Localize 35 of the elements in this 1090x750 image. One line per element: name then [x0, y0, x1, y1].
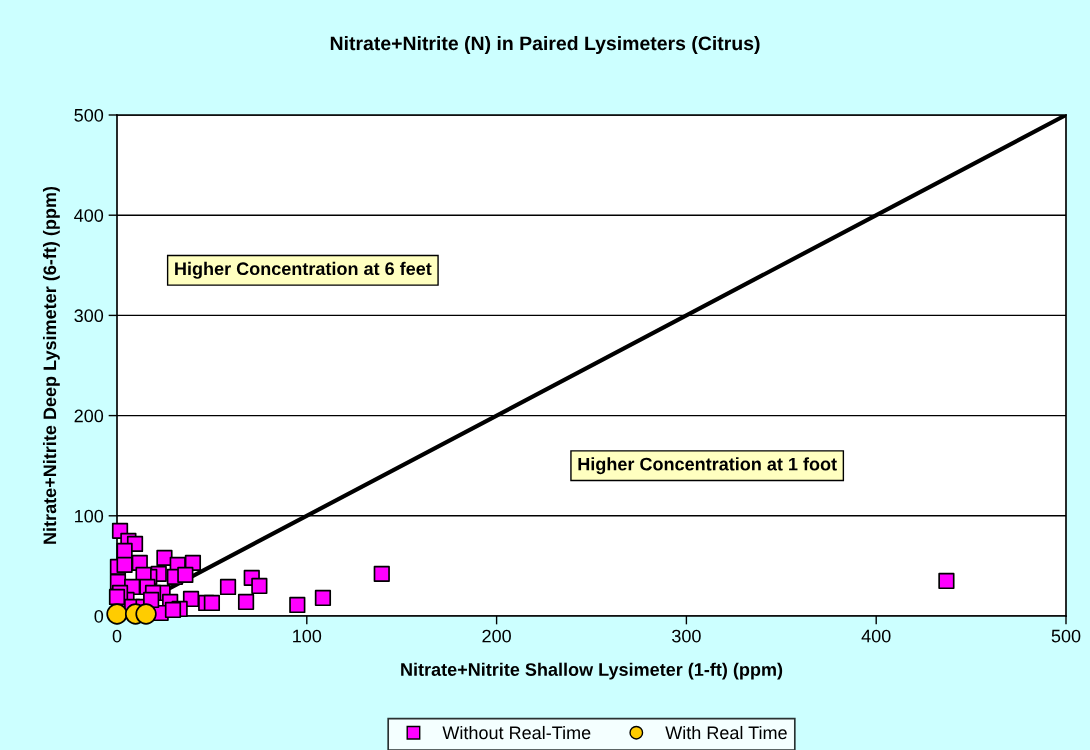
point — [289, 596, 306, 614]
point — [237, 593, 255, 611]
y-axis-title: Nitrate+Nitrite Deep Lysimeter (6-ft) (ppm) — [42, 186, 60, 544]
point — [108, 588, 126, 606]
x-tick-label: 200 — [482, 629, 511, 643]
point — [219, 578, 237, 596]
y-tick-label: 100 — [75, 509, 104, 523]
point — [203, 594, 221, 612]
x-tick-label: 100 — [293, 629, 322, 643]
x-tick-label: 500 — [1051, 629, 1081, 643]
point — [116, 556, 133, 574]
point — [164, 601, 182, 619]
annotation: Higher Concentration at 6 feet — [175, 261, 432, 279]
y-tick-label: 0 — [94, 609, 104, 623]
point — [177, 566, 194, 584]
y-tick-label: 400 — [74, 209, 104, 222]
point — [156, 549, 173, 567]
y-tick-label: 500 — [74, 108, 104, 122]
y-tick-label: 200 — [74, 409, 104, 423]
x-tick-label: 0 — [112, 629, 122, 643]
chart-title: Nitrate+Nitrite (N) in Paired Lysimeters (Citrus) — [330, 35, 760, 55]
point — [116, 542, 133, 559]
x-tick-label: 400 — [861, 629, 891, 643]
legend-label: Without Real-Time — [442, 725, 591, 740]
annotation: Higher Concentration at 1 foot — [578, 457, 837, 475]
point — [938, 572, 955, 590]
x-tick-label: 300 — [672, 629, 701, 643]
legend-label: With Real Time — [665, 725, 787, 740]
point — [314, 589, 332, 607]
y-tick-label: 300 — [74, 309, 104, 323]
point — [135, 603, 157, 625]
point — [373, 565, 390, 583]
point — [251, 577, 268, 595]
x-axis-title: Nitrate+Nitrite Shallow Lysimeter (1-ft) (ppm) — [401, 662, 783, 680]
point — [106, 603, 128, 625]
